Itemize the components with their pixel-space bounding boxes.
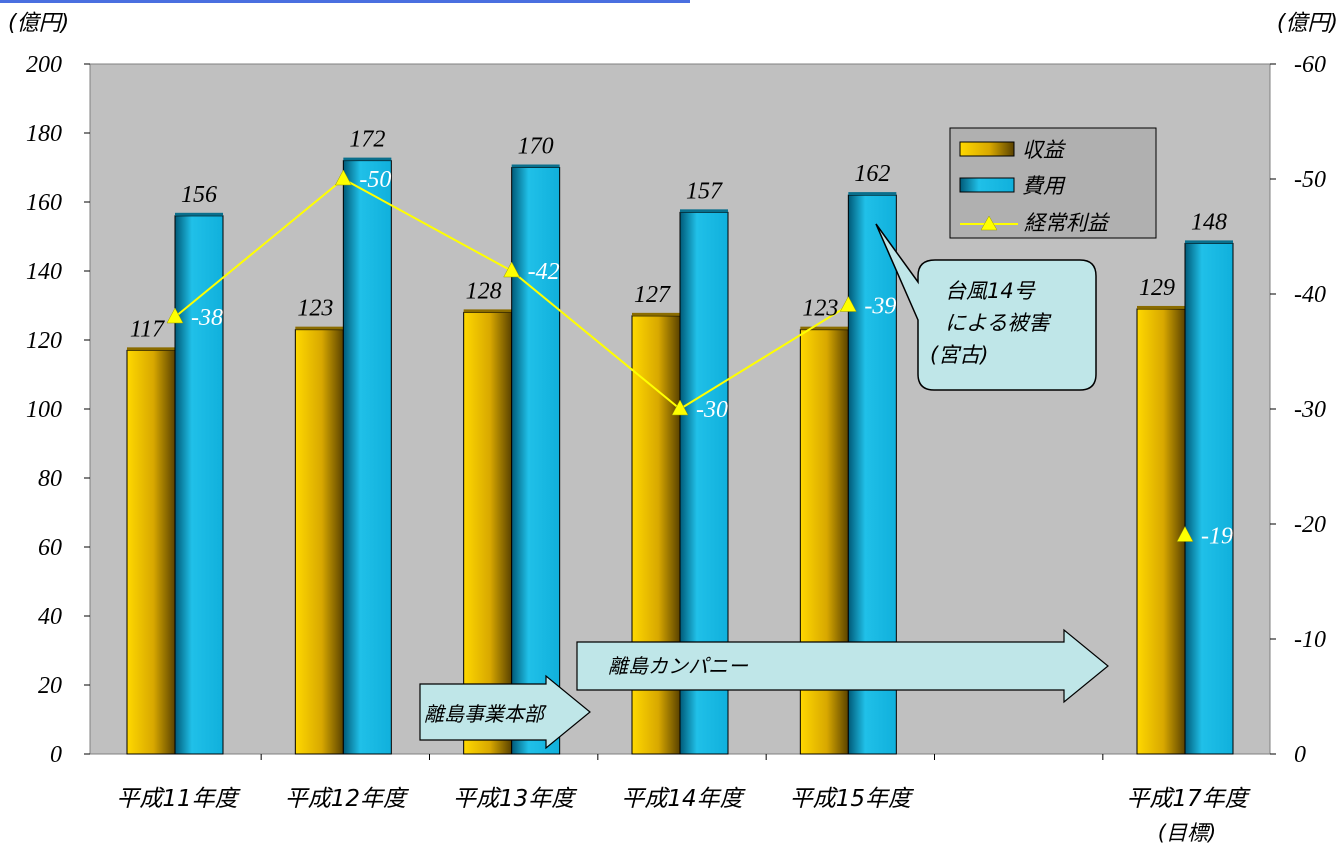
revenue-value-label: 128 bbox=[466, 278, 502, 304]
left-tick-label: 100 bbox=[26, 397, 62, 423]
typhoon-callout: 台風14号 による被害 (宮古) bbox=[875, 223, 1097, 391]
x-tick-label: 平成17年度 bbox=[1126, 786, 1251, 812]
bar-cost-top bbox=[848, 192, 897, 196]
bar-revenue bbox=[126, 349, 176, 755]
bar-cost bbox=[1184, 242, 1234, 755]
x-tick-sublabel: (目標) bbox=[1158, 821, 1216, 845]
x-tick-label: 平成12年度 bbox=[285, 786, 410, 812]
x-tick-label: 平成14年度 bbox=[621, 786, 746, 812]
left-tick-label: 0 bbox=[50, 742, 62, 768]
cost-value-label: 172 bbox=[349, 127, 385, 153]
data-labels: 117 123 128 127 123 129 156 172 170 157 162 148 -38 -… bbox=[130, 127, 1233, 550]
bar-cost bbox=[511, 167, 561, 755]
profit-marker bbox=[671, 399, 689, 416]
profit-value-label: -50 bbox=[359, 167, 391, 193]
profit-marker bbox=[334, 169, 352, 186]
bar-revenue bbox=[1136, 308, 1186, 755]
legend-swatch-revenue bbox=[959, 141, 1015, 157]
revenue-value-label: 117 bbox=[130, 316, 165, 342]
bar-cost-top bbox=[511, 164, 560, 168]
left-tick-label: 80 bbox=[38, 466, 62, 492]
bar-cost-top bbox=[1185, 240, 1233, 244]
left-tick-label: 60 bbox=[38, 535, 62, 561]
bar-cost bbox=[342, 160, 392, 755]
right-tick-label: -20 bbox=[1294, 512, 1326, 538]
profit-value-label: -19 bbox=[1201, 524, 1233, 550]
profit-line bbox=[166, 169, 1194, 542]
revenue-value-label: 129 bbox=[1139, 275, 1175, 301]
x-tick-label: 平成11年度 bbox=[116, 786, 241, 812]
bar-cost-top bbox=[175, 212, 223, 216]
arrow-company: 離島カンパニー bbox=[576, 628, 1109, 704]
bar-revenue bbox=[463, 311, 513, 755]
x-tick-label: 平成15年度 bbox=[790, 786, 915, 812]
legend-swatch-cost bbox=[959, 177, 1015, 193]
bar-revenue-top bbox=[295, 326, 344, 330]
profit-marker bbox=[166, 307, 184, 324]
bar-revenue-top bbox=[632, 312, 680, 316]
profit-value-label: -39 bbox=[864, 294, 896, 320]
left-tick-label: 140 bbox=[26, 259, 62, 285]
callout-bubble bbox=[875, 223, 1097, 391]
left-tick-label: 160 bbox=[26, 190, 62, 216]
callout-line-1: 台風14号 bbox=[945, 279, 1036, 303]
legend: 収益 費用 経常利益 bbox=[949, 127, 1157, 239]
left-tick-label: 20 bbox=[38, 673, 62, 699]
bar-cost-top bbox=[680, 209, 728, 213]
profit-marker bbox=[503, 261, 521, 278]
bar-revenue-top bbox=[800, 326, 849, 330]
revenue-value-label: 127 bbox=[634, 282, 671, 308]
left-tick-label: 200 bbox=[26, 52, 62, 78]
arrow-jigyo: 離島事業本部 bbox=[419, 674, 591, 750]
cost-value-label: 157 bbox=[686, 178, 723, 204]
x-tick-label: 平成13年度 bbox=[453, 786, 578, 812]
right-tick-label: -10 bbox=[1294, 627, 1326, 653]
arrow-jigyo-shape bbox=[419, 674, 591, 750]
cost-value-label: 170 bbox=[518, 134, 554, 160]
axes: 0 20 40 60 80 100 120 140 160 180 200 0 -10 -20 -30 -40… bbox=[26, 52, 1326, 845]
bar-cost-top bbox=[343, 157, 392, 161]
left-tick-label: 120 bbox=[26, 328, 62, 354]
revenue-value-label: 123 bbox=[802, 296, 838, 322]
left-axis-unit: (億円) bbox=[8, 11, 69, 36]
left-tick-label: 180 bbox=[26, 121, 62, 147]
bar-revenue bbox=[294, 329, 344, 755]
right-tick-label: -30 bbox=[1294, 397, 1326, 423]
revenue-value-label: 123 bbox=[297, 296, 333, 322]
cost-value-label: 156 bbox=[181, 182, 217, 208]
right-tick-label: -40 bbox=[1294, 282, 1326, 308]
legend-label-cost: 費用 bbox=[1022, 174, 1066, 198]
top-edge-line bbox=[0, 0, 690, 3]
profit-value-label: -38 bbox=[191, 305, 223, 331]
arrow-jigyo-label: 離島事業本部 bbox=[424, 702, 547, 726]
cost-value-label: 148 bbox=[1191, 209, 1227, 235]
bar-revenue-top bbox=[127, 347, 175, 351]
profit-value-label: -30 bbox=[696, 397, 728, 423]
right-tick-label: -60 bbox=[1294, 52, 1326, 78]
callout-line-2: による被害 bbox=[945, 311, 1052, 335]
right-tick-label: -50 bbox=[1294, 167, 1326, 193]
profit-marker bbox=[839, 295, 857, 312]
legend-label-revenue: 収益 bbox=[1022, 138, 1067, 162]
legend-label-profit: 経常利益 bbox=[1024, 211, 1111, 235]
left-tick-label: 40 bbox=[38, 604, 62, 630]
callout-line-3: (宮古) bbox=[930, 343, 988, 367]
right-tick-label: 0 bbox=[1294, 742, 1306, 768]
arrow-company-label: 離島カンパニー bbox=[608, 654, 749, 678]
cost-value-label: 162 bbox=[854, 161, 890, 187]
profit-marker bbox=[1176, 525, 1194, 542]
right-axis-unit: (億円) bbox=[1277, 11, 1338, 36]
bar-revenue-top bbox=[1137, 305, 1185, 309]
profit-value-label: -42 bbox=[528, 259, 560, 285]
arrow-company-shape bbox=[576, 628, 1109, 704]
legend-marker-profit bbox=[980, 215, 998, 231]
bar-revenue-top bbox=[463, 309, 512, 313]
